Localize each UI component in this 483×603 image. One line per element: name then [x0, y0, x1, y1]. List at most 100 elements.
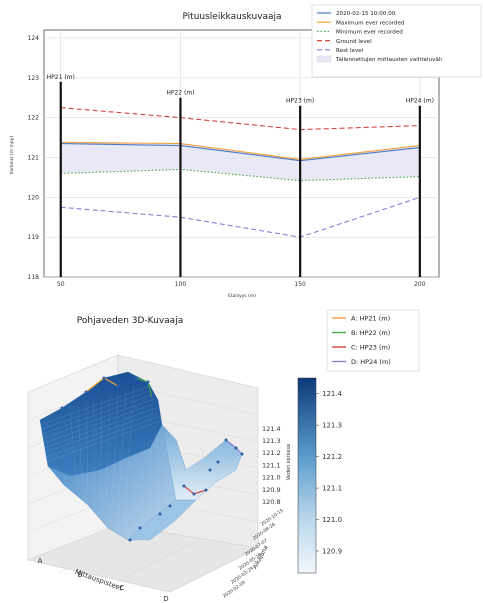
colorbar-tick-121.3: 121.3 [322, 422, 342, 430]
surface-mesh-line [42, 394, 153, 434]
pane-gridline-floor [141, 543, 231, 588]
surface-mesh-line [123, 386, 135, 522]
pane-gridline-floor [85, 533, 175, 579]
chart1-legend-label-maximum-ever-recorded: Maximum ever recorded [336, 20, 405, 26]
chart1-series-line-minimum-ever-recorded [60, 168, 420, 182]
chart2-z-tick-120.9: 120.9 [262, 486, 281, 494]
scatter-markers [46, 376, 244, 542]
chart1-legend-label-minimum-ever-recorded: Minimum ever recorded [336, 30, 403, 36]
chart1-x-tick-100: 100 [175, 281, 187, 288]
surface-scatter-point [128, 538, 132, 542]
chart2-z-axis-label: Veden korkeus [286, 443, 292, 480]
surface-scatter-point [134, 376, 138, 380]
chart2-z-tick-120.8: 120.8 [262, 498, 281, 506]
chart1-series-line-2020-02-15-10-00-00 [60, 142, 420, 162]
surface-mesh-line [77, 403, 83, 487]
surface-scatter-point [84, 390, 88, 394]
chart2-title: Pohjaveden 3D-Kuvaaja [77, 316, 183, 326]
surface-scatter-point [192, 492, 196, 496]
chart1-y-ticks: 118 119 120 121 122 123 124 [28, 35, 40, 281]
chart1-series-line-rest-level [60, 196, 421, 238]
chart2-legend-label-b-hp22-m: B: HP22 (m) [351, 329, 390, 337]
chart2-x-tick-a: A [38, 557, 43, 565]
colorbar-tick-121.2: 121.2 [322, 453, 342, 461]
chart1-legend-label-2020-02-15-10-00-00: 2020-02-15 10:00:00 [336, 11, 396, 17]
chart2-legend: A: HP21 (m) B: HP22 (m) C: HP23 (m) D: HP24… [326, 309, 420, 372]
surface-mesh-line [45, 411, 158, 453]
chart2-x-tick-b: B [78, 571, 83, 579]
chart1-series-line-ground-level [60, 107, 420, 131]
chart1-legend: 2020-02-15 10:00:00 Maximum ever recorded… [311, 4, 482, 78]
chart2-legend-label-d-hp24-m: D: HP24 (m) [351, 358, 391, 366]
surface-scatter-point [240, 452, 244, 456]
chart1-wells-group: HP21 (m) HP22 (m) HP23 (m) HP24 (m) [47, 74, 434, 277]
chart1-x-tick-50: 50 [57, 281, 65, 288]
chart1-y-tick-124: 124 [28, 35, 40, 42]
chart1-y-tick-118: 118 [28, 274, 40, 281]
chart2-legend-label-a-hp21-m: A: HP21 (m) [351, 315, 390, 323]
chart1-title: Pituusleikkauskuvaaja [182, 12, 281, 22]
colorbar-tick-121: 121.0 [322, 516, 342, 524]
pane-floor [26, 524, 259, 593]
chart1-legend-box [311, 4, 482, 78]
colorbar-tick-121.1: 121.1 [322, 485, 342, 493]
surface-scatter-point [60, 406, 64, 410]
pane-gridline-floor [113, 538, 203, 584]
chart1-x-tick-150: 150 [294, 281, 306, 288]
surface-mesh-line [40, 386, 150, 425]
surface-mesh-line [111, 391, 119, 512]
chart1-well-label-hp22-m: HP22 (m) [166, 90, 194, 97]
chart1-x-tick-200: 200 [414, 281, 426, 288]
chart2-x-tick-c: C [120, 584, 125, 592]
surface-scatter-point [216, 460, 220, 464]
colorbar [297, 377, 317, 574]
surface-mesh-line [69, 405, 77, 482]
profile-chart: Pituusleikkauskuvaaja HP21 (m)HP22 (m)HP… [9, 4, 482, 299]
chart1-well-label-hp21-m: HP21 (m) [47, 74, 75, 81]
surface-scatter-point [208, 468, 212, 472]
chart1-y-tick-121: 121 [28, 154, 40, 161]
chart1-variation-band [60, 142, 420, 181]
surface-scatter-point [46, 428, 50, 432]
chart2-z-tick-121.3: 121.3 [262, 437, 281, 445]
surface-scatter-point [234, 446, 238, 450]
surface-mesh-line [47, 420, 161, 462]
surface-scatter-point [150, 396, 154, 400]
chart1-band-area [60, 142, 420, 181]
chart1-x-axis-label: Etaisyys (m) [228, 293, 256, 299]
chart2-x-ticks: A B C D [38, 557, 169, 603]
water-surface [39, 371, 243, 541]
surface-mesh-line [117, 388, 127, 517]
surface-scatter-point [224, 438, 228, 442]
chart1-y-axis-label: Korkeus (m mpy) [9, 136, 15, 175]
surface-scatter-point [146, 380, 150, 384]
chart2-z-ticks: 120.8 120.9 121.0 121.1 121.2 121.3 121.4 [262, 425, 281, 506]
surface-mesh-line [46, 416, 160, 457]
surface-mesh-line [85, 400, 89, 492]
surface-scatter-point [182, 484, 186, 488]
chart2-legend-label-c-hp23-m: C: HP23 (m) [351, 344, 390, 352]
surface-mesh-line [105, 393, 111, 507]
chart1-y-tick-123: 123 [28, 75, 40, 82]
chart1-y-tick-122: 122 [28, 115, 40, 122]
chart1-legend-label-ground-level: Ground level [336, 39, 372, 45]
surface-scatter-point [102, 376, 106, 380]
chart1-series-group [60, 107, 421, 238]
colorbar-ticks: 120.9 121.0 121.1 121.2 121.3 121.4 [316, 390, 343, 555]
surface-scatter-point [204, 488, 208, 492]
chart2-z-tick-121.4: 121.4 [262, 425, 281, 433]
surface-scatter-point [158, 512, 162, 516]
surface-mesh-line [43, 403, 156, 444]
surface-mesh-lines [40, 386, 161, 522]
surface-mesh-line [44, 407, 157, 448]
surface-scatter-point [138, 526, 142, 530]
surface-mesh-line [43, 399, 154, 439]
chart1-legend-label-rest-level: Rest level [336, 48, 364, 54]
surface-scatter-point [116, 384, 120, 388]
chart1-series-line-maximum-ever-recorded [60, 141, 420, 161]
chart1-legend-label-tallennettujen-mittausten-vaihteluv-li: Tallennettujen mittausten vaihteluväli [335, 57, 442, 63]
chart2-x-tick-d: D [163, 595, 168, 603]
surface-mesh-line [41, 390, 151, 430]
